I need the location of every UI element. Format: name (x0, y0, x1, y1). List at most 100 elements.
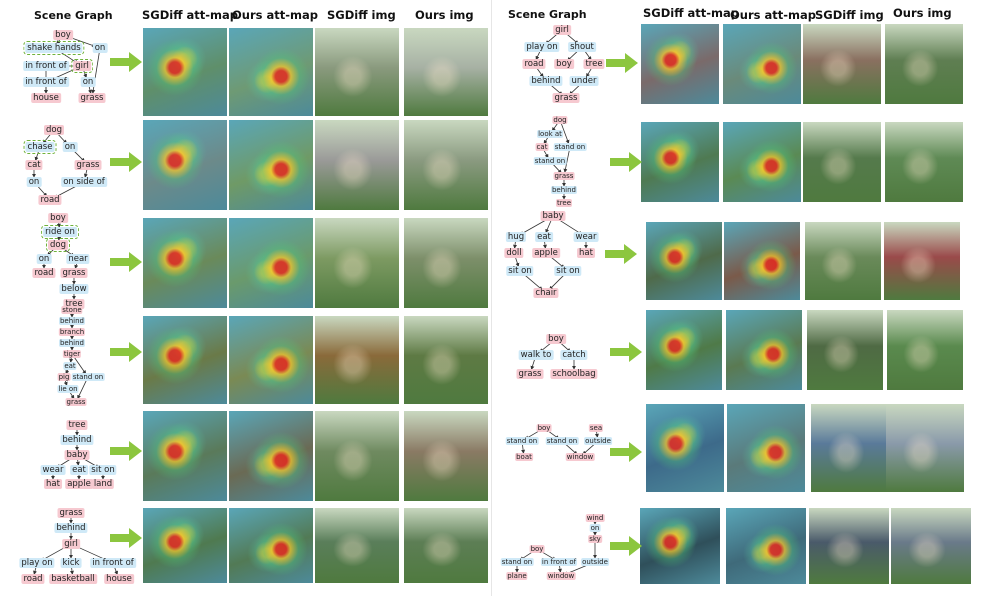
graph-edge (69, 567, 74, 575)
sgdiff-att-map-image (143, 218, 227, 308)
ours-att-map-image (229, 411, 313, 501)
relation-node: stand on (71, 373, 105, 381)
object-node: chair (533, 288, 559, 298)
object-node: doll (504, 248, 524, 258)
graph-edge (563, 150, 570, 173)
object-node: grass (552, 93, 580, 103)
ours-img-header-right: Ours img (893, 6, 952, 20)
scene-graph-edges (543, 123, 570, 200)
ours-att-map-header-left: Ours att-map (232, 8, 318, 22)
scene-graph-l5: tree behind baby wear eat sit on hat apple land (35, 420, 125, 495)
object-node: wind (585, 514, 605, 522)
object-node: cat (535, 143, 549, 151)
ours-att-map-image (727, 404, 805, 492)
graph-edge (69, 392, 75, 400)
ours-att-map-image (723, 122, 801, 202)
object-node: tree (583, 59, 605, 69)
scene-graph-r5: boy sea stand on stand on outside boat window (500, 422, 630, 467)
object-node: hat (44, 479, 62, 489)
scene-graph-r1: girl play on shout road boy tree behind under gr… (520, 24, 620, 114)
object-node: apple (65, 479, 93, 489)
object-node: boy (546, 334, 566, 344)
object-node: girl (71, 59, 93, 73)
object-node: grass (516, 369, 544, 379)
ours-generated-image (404, 508, 488, 583)
ours-generated-image (885, 122, 963, 202)
graph-edge (114, 567, 118, 576)
scene-graph-edges (63, 313, 87, 400)
graph-edge (551, 123, 559, 132)
object-node: stone (61, 306, 83, 314)
graph-edge (594, 431, 599, 438)
object-node: tree (555, 199, 573, 207)
relation-node: outside (584, 437, 612, 445)
ours-generated-image (891, 508, 971, 584)
graph-edge (63, 380, 68, 386)
object-node: girl (62, 539, 80, 549)
sgdiff-generated-image (315, 411, 399, 501)
object-node: hat (577, 248, 595, 258)
sgdiff-generated-image (315, 218, 399, 308)
graph-edge (515, 257, 520, 268)
graph-edge (83, 70, 87, 79)
object-node: cat (25, 160, 43, 170)
green-arrow-icon (110, 342, 142, 362)
relation-node: stand on (500, 558, 534, 566)
ours-att-map-image (229, 218, 313, 308)
graph-edge (91, 52, 100, 94)
sgdiff-att-map-image (143, 316, 227, 404)
ours-generated-image (404, 218, 488, 308)
relation-node: shake hands (23, 41, 85, 55)
graph-edge (536, 67, 544, 78)
graph-edge (582, 443, 596, 455)
relation-node: stand on (505, 437, 539, 445)
object-node: apple (532, 248, 560, 258)
relation-node: on side of (61, 177, 107, 187)
graph-edge (530, 359, 535, 370)
relation-node: on (62, 142, 78, 152)
object-node: baby (64, 450, 90, 460)
sgdiff-att-map-image (143, 28, 227, 116)
graph-edge (552, 163, 562, 174)
graph-edge (548, 274, 565, 291)
sgdiff-generated-image (807, 310, 883, 390)
relation-node: wear (40, 465, 66, 475)
object-node: tree (66, 420, 88, 430)
relation-node: ride on (41, 225, 79, 239)
ours-att-map-image (726, 508, 806, 584)
ours-generated-image (884, 222, 960, 300)
graph-edge (521, 444, 526, 454)
object-node: sea (588, 424, 604, 432)
relation-node: sit on (89, 465, 117, 475)
relation-node: catch (560, 350, 588, 360)
relation-node: near (66, 254, 90, 264)
graph-edge (542, 241, 547, 249)
relation-node: play on (524, 42, 560, 52)
relation-node: sit on (554, 266, 582, 276)
graph-edge (584, 50, 592, 61)
sgdiff-generated-image (803, 122, 881, 202)
graph-edge (56, 222, 61, 228)
ours-generated-image (404, 28, 488, 116)
ours-generated-image (886, 404, 964, 492)
graph-edge (543, 150, 549, 159)
object-node: tree (63, 299, 85, 309)
sgdiff-generated-image (315, 28, 399, 116)
green-arrow-icon (610, 442, 642, 462)
sgdiff-generated-image (315, 120, 399, 210)
green-arrow-icon (110, 252, 142, 272)
object-node: grass (78, 93, 106, 103)
relation-node: kick (60, 558, 82, 568)
relation-node: behind (58, 317, 86, 325)
relation-node: behind (60, 435, 94, 445)
object-node: house (31, 93, 61, 103)
ours-att-map-image (229, 316, 313, 404)
graph-edge (65, 369, 70, 375)
relation-node: behind (54, 523, 88, 533)
object-node: land (91, 479, 115, 489)
graph-edge (75, 459, 80, 466)
object-node: boy (536, 424, 552, 432)
ours-generated-image (404, 316, 488, 404)
graph-edge (33, 567, 37, 575)
ours-att-map-image (229, 508, 313, 583)
